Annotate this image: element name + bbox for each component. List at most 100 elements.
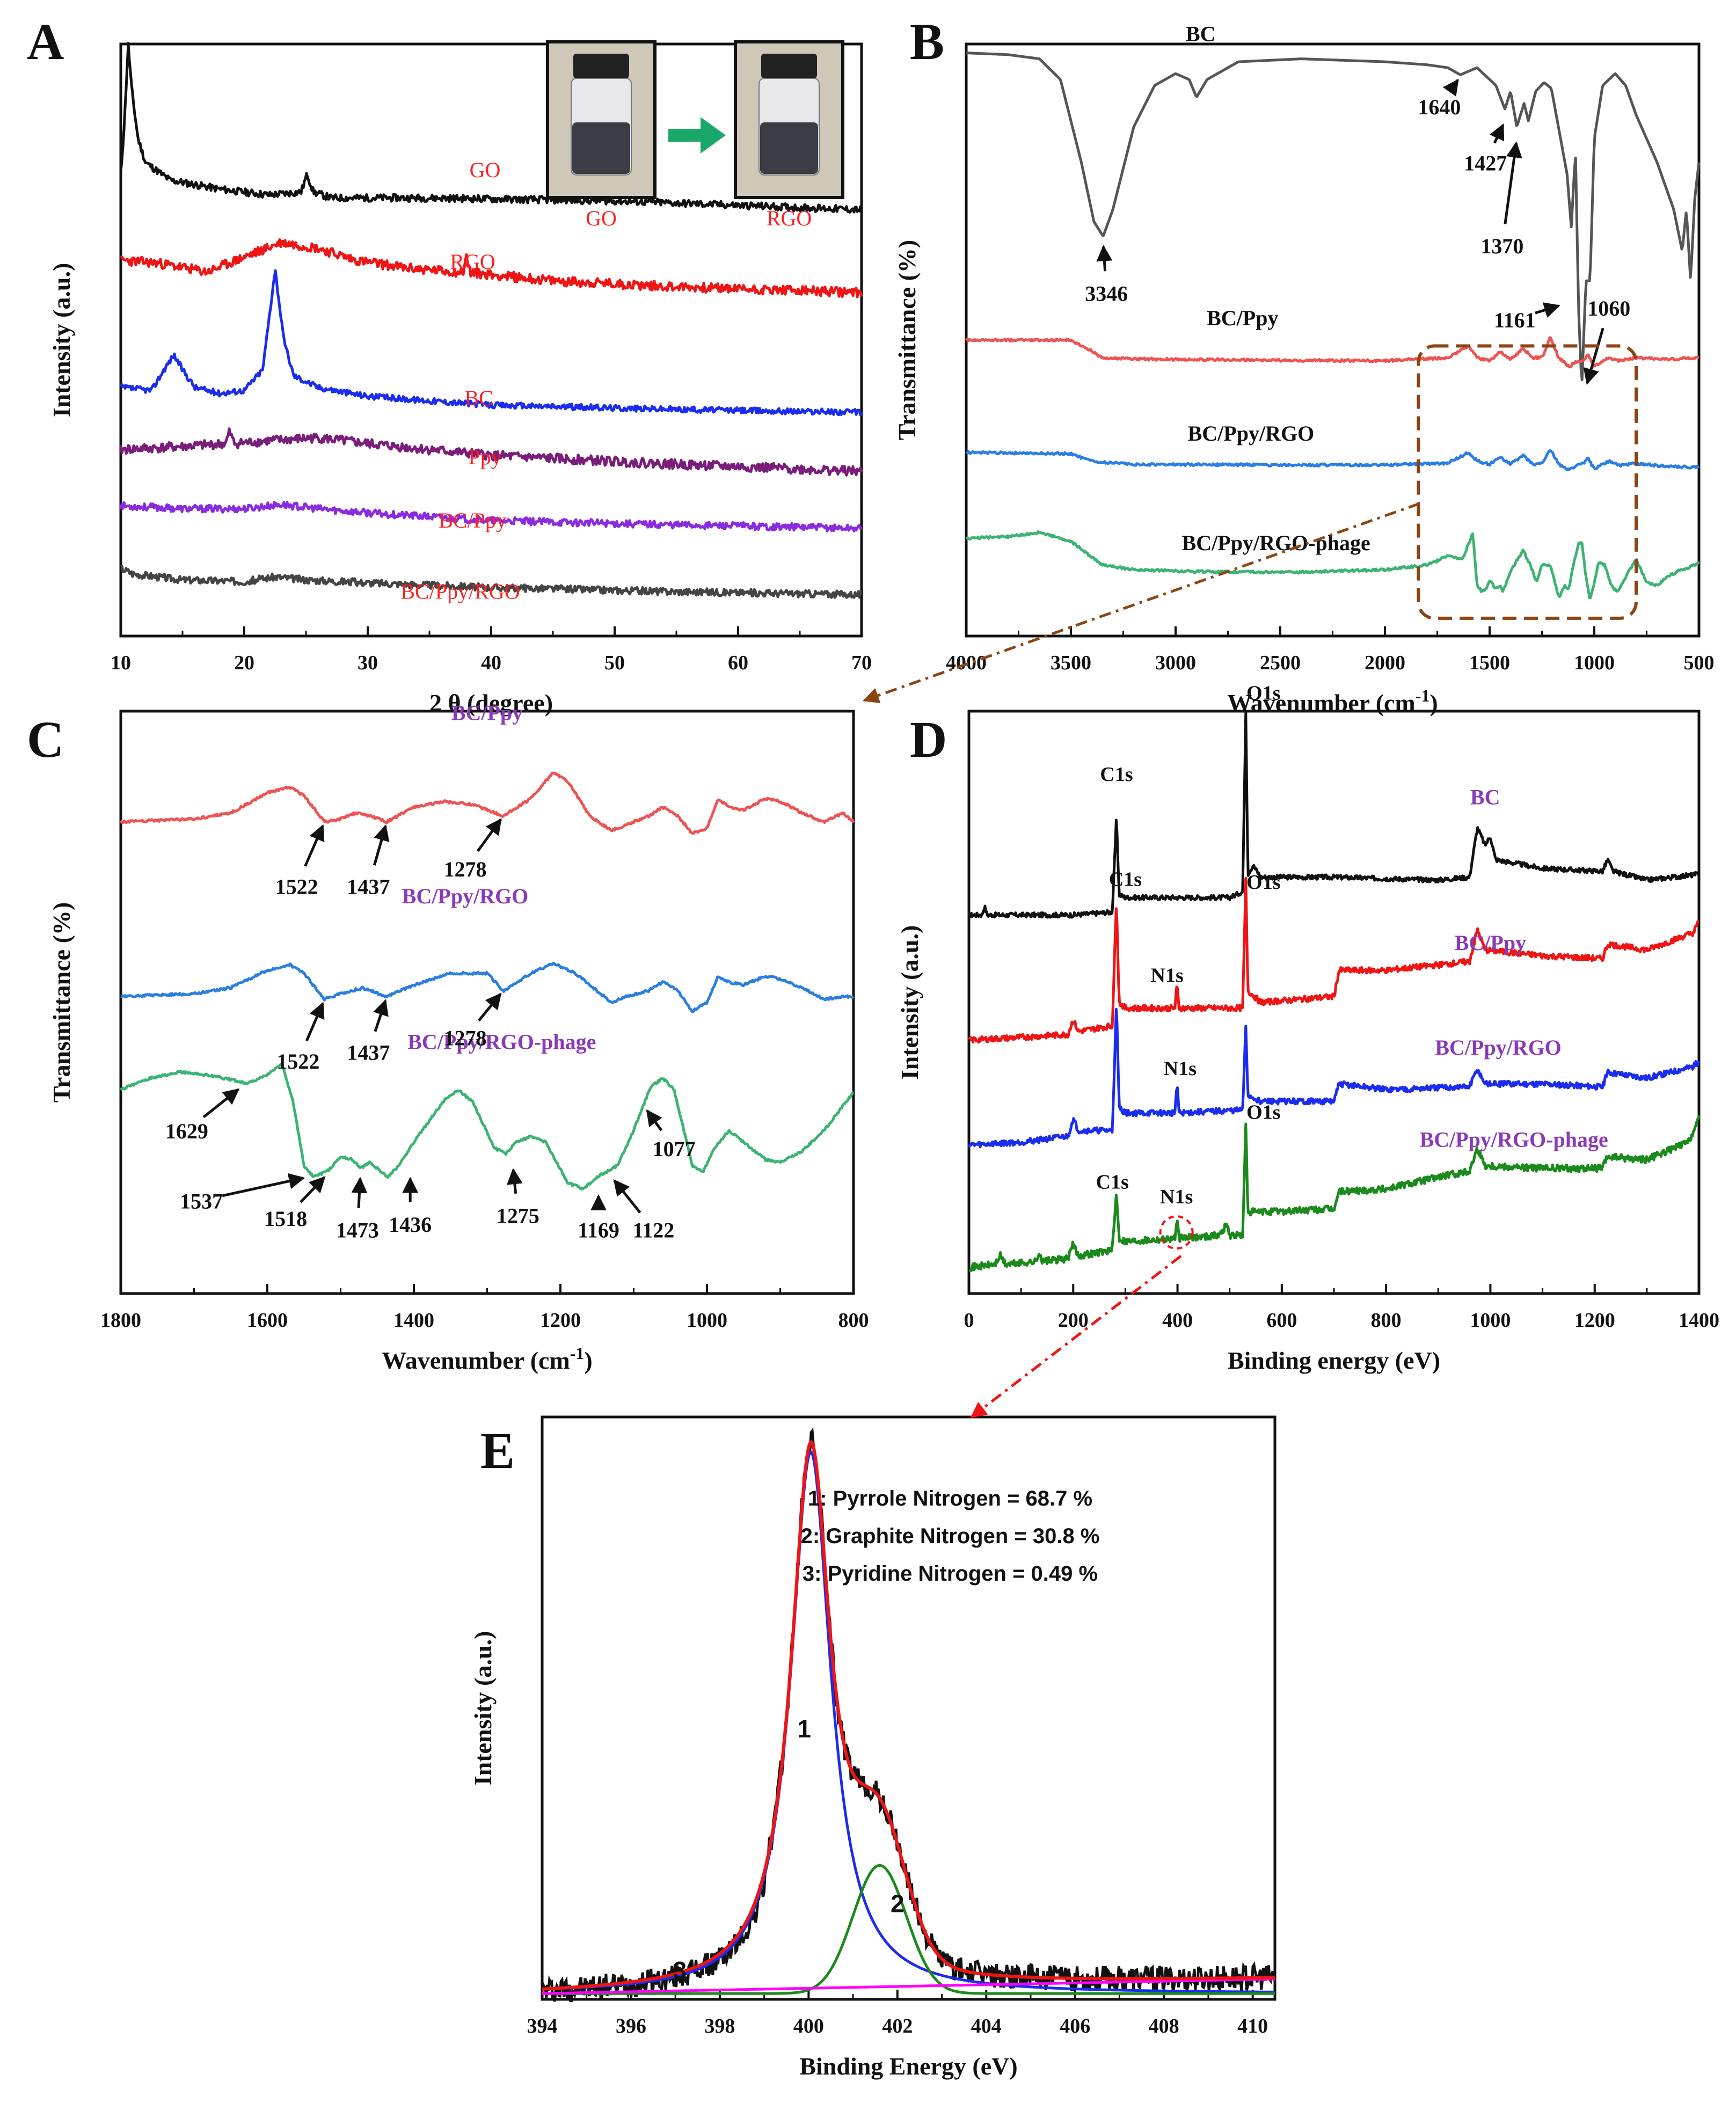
series-line [119,427,863,477]
peak-annotation: 3346 [1085,281,1128,305]
x-axis-label: Binding energy (eV) [1228,1347,1440,1374]
xps-peak-label: O1s [1246,871,1280,894]
component-label: 1 [797,1715,811,1743]
x-tick-label: 200 [1058,1309,1089,1332]
annotation-arrow [477,818,502,852]
vial-liquid [760,122,818,174]
x-tick-label: 30 [358,652,378,674]
x-tick-label: 406 [1060,2015,1090,2037]
series-label: BC/Ppy/RGO [1435,1035,1562,1060]
peak-annotation: 1436 [389,1212,432,1237]
peak-annotation: 1437 [347,875,390,899]
series-line [968,1115,1701,1272]
series-label: Ppy [468,445,501,469]
series-line [968,876,1699,1044]
x-tick-label: 1200 [540,1309,581,1332]
y-axis-label: Intensity (a.u.) [469,1631,497,1786]
highlight-box [1417,344,1638,620]
series-label: BC/Ppy/RGO-phage [1420,1128,1608,1152]
axes-frame [541,1415,1277,2001]
annotation-arrow [1096,245,1113,272]
series-line [965,336,1699,369]
x-tick-label: 1400 [393,1309,434,1332]
peak-annotation: 1518 [264,1207,307,1231]
x-axis-label-end: ) [1429,689,1438,717]
annotation-arrow [506,1168,523,1194]
x-tick-label: 3500 [1051,652,1091,674]
x-tick-label: 400 [1162,1309,1193,1332]
y-axis-label: Transmittance (%) [893,240,921,440]
x-tick-label: 50 [604,652,625,674]
peak-annotation: 1537 [180,1189,223,1213]
x-tick-label: 2000 [1365,652,1405,674]
x-tick-label: 10 [111,652,131,674]
x-tick-label: 408 [1149,2015,1179,2037]
series-label: BC/Ppy/RGO [1188,421,1315,445]
x-tick-label: 400 [793,2015,824,2037]
peak-annotation: 1427 [1464,151,1507,176]
x-axis-label-main: Wavenumber (cm [382,1347,570,1374]
series-line [119,501,863,532]
xps-peak-label: C1s [1109,868,1142,891]
peak-annotation: 1077 [653,1137,696,1161]
panel-label: B [910,13,944,70]
peak-annotation: 1275 [497,1204,539,1228]
annotation-arrow [477,992,502,1022]
legend-entry: 1: Pyrrole Nitrogen = 68.7 % [808,1487,1092,1510]
connector-b-to-c [863,502,1420,704]
series-line [967,711,1701,919]
series-label: BC/Ppy/RGO [402,884,529,908]
series-label: BC/Ppy/RGO [400,580,520,604]
panel-label: D [910,711,947,768]
series-line [119,269,863,417]
series-line [120,1063,855,1191]
x-axis-label-sup: -1 [570,1343,585,1363]
x-axis-label: Wavenumber (cm-1) [382,1343,593,1374]
x-tick-label: 410 [1237,2015,1268,2037]
x-tick-label: 2500 [1260,652,1301,674]
panel-e: 394 396 398 400 402 404 406 408 410 Binding Energ… [469,1415,1277,2080]
connector-arrows [863,502,1420,1418]
panel-b: 4000350030002500200015001000500Wavenumbe… [893,13,1715,717]
x-axis-label-sup: -1 [1416,686,1430,705]
vial-cap [761,54,817,78]
series-line [967,1007,1701,1149]
fit-component-1 [542,1450,1275,1993]
x-tick-label: 1500 [1469,652,1510,674]
annotation-arrow [202,1088,240,1119]
x-axis-label: Binding Energy (eV) [799,2052,1017,2080]
series-label: BC/Ppy [451,700,523,725]
peak-annotation: 1278 [444,857,487,881]
annotation-arrow [299,1176,326,1203]
series-line [120,238,863,298]
peak-annotation: 1122 [632,1218,674,1243]
y-axis-label: Intensity (a.u.) [896,925,923,1080]
panel-label: C [27,711,64,768]
inset-arrow [668,117,726,154]
xps-peak-label: N1s [1151,965,1184,987]
peak-annotation: 1640 [1418,95,1461,119]
x-tick-label: 600 [1266,1309,1297,1332]
peak-annotation: 1060 [1587,296,1630,320]
series-line [120,962,855,1013]
y-axis-label: Intensity (a.u.) [48,263,75,418]
annotation-arrow [373,824,390,866]
annotation-arrow [304,824,325,867]
peak-annotation: 1522 [275,875,318,899]
x-tick-label: 40 [481,652,501,674]
peak-annotation: 1629 [165,1119,208,1143]
annotation-arrow [1583,327,1604,385]
x-tick-label: 20 [234,652,254,674]
series-line [119,771,855,835]
x-tick-label: 394 [527,2015,558,2037]
series-label: RGO [450,250,495,274]
x-axis-label-end: ) [584,1347,592,1374]
legend-entry: 2: Graphite Nitrogen = 30.8 % [801,1524,1100,1548]
x-tick-label: 1000 [687,1309,727,1332]
annotation-arrow [646,1109,663,1131]
annotation-arrow [1442,78,1459,97]
series-line [119,42,863,214]
series-label: BC/Ppy/RGO-phage [1182,531,1370,555]
